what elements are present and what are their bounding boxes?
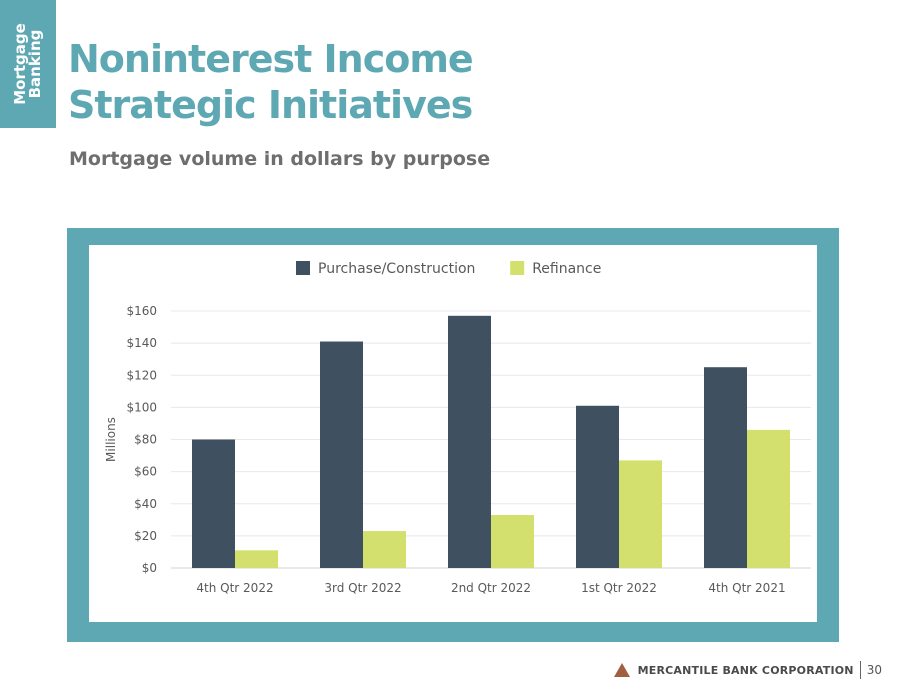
legend-label: Purchase/Construction xyxy=(318,261,475,277)
bar-purchase xyxy=(576,405,619,568)
footer: MERCANTILE BANK CORPORATION 30 xyxy=(613,659,882,681)
y-tick-label: $120 xyxy=(126,368,157,382)
section-tab: Mortgage Banking xyxy=(0,0,56,128)
bar-refinance xyxy=(619,460,662,568)
x-tick-label: 1st Qtr 2022 xyxy=(581,581,657,595)
bar-purchase xyxy=(448,315,491,568)
x-tick-label: 2nd Qtr 2022 xyxy=(451,581,531,595)
y-tick-label: $160 xyxy=(126,304,157,318)
company-name: MERCANTILE BANK CORPORATION xyxy=(637,663,854,677)
legend-swatch xyxy=(510,261,525,275)
bar-refinance xyxy=(491,514,534,568)
page-number: 30 xyxy=(866,663,882,677)
chart-frame: $0 $20 $40 $60 $80 $100 $120 $140 $160 Millions 4t… xyxy=(67,228,839,642)
bar-purchase xyxy=(320,341,363,568)
legend-swatch xyxy=(296,261,310,275)
y-tick-label: $140 xyxy=(126,336,157,350)
y-tick-label: $80 xyxy=(134,433,157,447)
bar-chart: $0 $20 $40 $60 $80 $100 $120 $140 $160 Millions 4t… xyxy=(104,261,811,595)
y-tick-label: $40 xyxy=(134,497,157,511)
page-subtitle: Mortgage volume in dollars by purpose xyxy=(69,148,491,170)
section-tab-label: Mortgage Banking xyxy=(11,23,44,105)
page-title: Noninterest Income Strategic Initiatives xyxy=(68,36,474,128)
chart-panel: $0 $20 $40 $60 $80 $100 $120 $140 $160 Millions 4t… xyxy=(89,245,817,622)
bar-purchase xyxy=(704,367,747,568)
page-title-line2: Strategic Initiatives xyxy=(68,83,473,127)
y-tick-label: $20 xyxy=(134,529,157,543)
y-tick-label: $0 xyxy=(142,561,157,575)
footer-divider xyxy=(859,661,861,679)
section-tab-line2: Banking xyxy=(26,29,44,99)
page-title-line1: Noninterest Income xyxy=(68,37,474,81)
bar-refinance xyxy=(363,531,406,568)
bar-purchase xyxy=(192,439,235,568)
x-tick-label: 4th Qtr 2021 xyxy=(708,581,785,595)
x-tick-label: 3rd Qtr 2022 xyxy=(324,581,401,595)
y-tick-label: $60 xyxy=(134,465,157,479)
company-logo-icon xyxy=(613,663,630,677)
bar-refinance xyxy=(235,550,278,568)
y-axis-label: Millions xyxy=(104,417,118,462)
y-tick-label: $100 xyxy=(126,400,157,414)
legend-label: Refinance xyxy=(532,261,601,277)
x-tick-label: 4th Qtr 2022 xyxy=(196,581,273,595)
bar-refinance xyxy=(747,429,790,568)
